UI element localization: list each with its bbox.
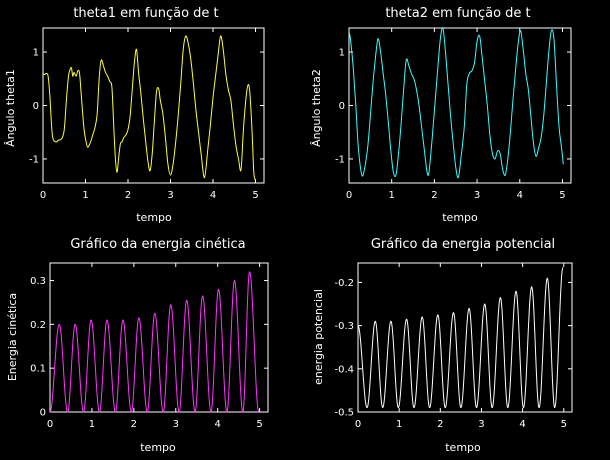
axes-frame [357, 262, 573, 413]
series-line [42, 35, 256, 181]
chart-title: theta1 em função de t [73, 6, 218, 21]
y-tick-label: 0 [33, 101, 39, 112]
x-tick-label: 5 [256, 419, 262, 430]
x-tick-label: 3 [167, 190, 173, 201]
y-tick-label: 0.2 [30, 320, 46, 331]
panel-kinetic-energy: Gráfico da energia cinética tempo Energi… [6, 237, 269, 454]
y-axis-label: energia potencial [312, 289, 325, 385]
panel-potential-energy: Gráfico da energia potencial tempo energ… [312, 237, 573, 454]
x-tick-label: 3 [478, 419, 484, 430]
y-tick-label: 0 [339, 101, 345, 112]
x-tick-label: 3 [173, 419, 179, 430]
x-axis-label: tempo [445, 441, 481, 454]
plot-area [348, 27, 564, 179]
y-tick-label: -0.5 [334, 408, 354, 419]
tick-marks: 0 1 2 3 4 5 -1 0 1 [335, 28, 571, 201]
series-line [49, 271, 260, 413]
x-tick-label: 3 [474, 190, 480, 201]
plot-area [42, 35, 256, 181]
x-tick-label: 5 [559, 190, 565, 201]
x-tick-label: 5 [561, 419, 567, 430]
series-line [357, 267, 564, 409]
x-tick-label: 4 [210, 190, 216, 201]
axes-frame [49, 262, 269, 413]
x-tick-label: 0 [355, 419, 361, 430]
x-tick-label: 2 [131, 419, 137, 430]
panel-theta1: theta1 em função de t tempo Ângulo theta… [4, 6, 265, 224]
x-tick-label: 4 [215, 419, 221, 430]
y-axis-label: Ângulo theta1 [4, 69, 17, 147]
plot-area [357, 267, 564, 409]
y-tick-label: 1 [339, 48, 345, 59]
tick-marks: 0 1 2 3 4 5 -1 0 1 [29, 28, 264, 201]
axes-box [357, 262, 573, 413]
y-tick-label: 0.1 [30, 364, 46, 375]
y-tick-label: -0.3 [334, 321, 354, 332]
x-tick-label: 2 [431, 190, 437, 201]
y-tick-label: -0.4 [334, 364, 354, 375]
x-tick-label: 1 [396, 419, 402, 430]
x-axis-label: tempo [442, 211, 478, 224]
x-tick-label: 0 [47, 419, 53, 430]
y-tick-label: -0.2 [334, 278, 354, 289]
chart-title: theta2 em função de t [385, 6, 530, 21]
x-tick-label: 0 [346, 190, 352, 201]
x-tick-label: 2 [125, 190, 131, 201]
series-line [348, 27, 564, 179]
x-tick-label: 1 [89, 419, 95, 430]
x-tick-label: 4 [519, 419, 525, 430]
chart-title: Gráfico da energia potencial [371, 237, 555, 252]
tick-marks: 0 1 2 3 4 5 -0.5 -0.4 -0.3 -0.2 [334, 263, 572, 430]
y-tick-label: -1 [335, 154, 345, 165]
y-tick-label: -1 [29, 154, 39, 165]
y-axis-label: Ângulo theta2 [310, 69, 323, 147]
x-tick-label: 4 [517, 190, 523, 201]
plot-area [49, 271, 260, 413]
x-tick-label: 2 [437, 419, 443, 430]
tick-marks: 0 1 2 3 4 5 0 0.1 0.2 0.3 [30, 263, 268, 430]
y-tick-label: 0 [40, 408, 46, 419]
y-axis-label: Energia cinética [6, 293, 19, 381]
x-axis-label: tempo [136, 211, 172, 224]
panel-theta2: theta2 em função de t tempo Ângulo theta… [310, 6, 572, 224]
x-tick-label: 1 [82, 190, 88, 201]
chart-title: Gráfico da energia cinética [70, 237, 245, 252]
y-tick-label: 0.3 [30, 276, 46, 287]
x-axis-label: tempo [140, 441, 176, 454]
x-tick-label: 1 [389, 190, 395, 201]
x-tick-label: 5 [252, 190, 258, 201]
x-tick-label: 0 [40, 190, 46, 201]
axes-box [49, 262, 269, 413]
y-tick-label: 1 [33, 48, 39, 59]
